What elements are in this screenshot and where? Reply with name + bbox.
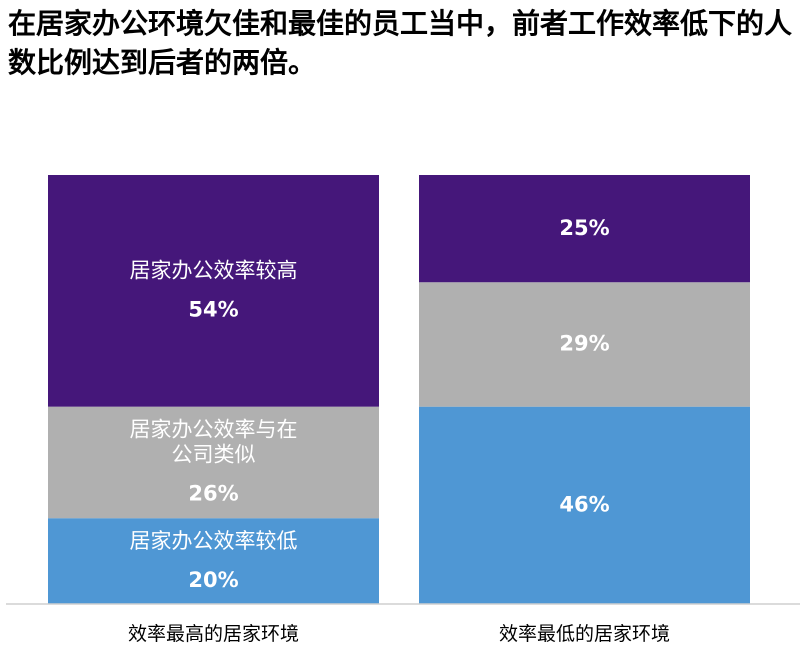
chart-title: 在居家办公环境欠佳和最佳的员工当中，前者工作效率低下的人数比例达到后者的两倍。: [8, 7, 793, 79]
segment-label: 居家办公效率与在: [130, 418, 298, 442]
segment-label: 居家办公效率较低: [130, 529, 298, 553]
segment-value-label: 26%: [188, 482, 238, 506]
segment-value-label: 54%: [188, 298, 238, 322]
segment-value-label: 29%: [559, 332, 609, 356]
segment-label: 公司类似: [172, 443, 256, 467]
bar-segment: [48, 518, 379, 604]
bars-group: [48, 175, 750, 604]
bar-segment: [48, 175, 379, 407]
segment-label: 居家办公效率较高: [130, 259, 298, 283]
segment-value-label: 20%: [188, 568, 238, 592]
category-label: 效率最低的居家环境: [499, 623, 670, 645]
segment-value-label: 25%: [559, 216, 609, 240]
bar-segment: [419, 175, 750, 283]
bar-segment: [419, 282, 750, 407]
bar-segment: [48, 406, 379, 519]
bar-segment: [419, 406, 750, 604]
segment-value-label: 46%: [559, 493, 609, 517]
category-label: 效率最高的居家环境: [128, 623, 299, 645]
